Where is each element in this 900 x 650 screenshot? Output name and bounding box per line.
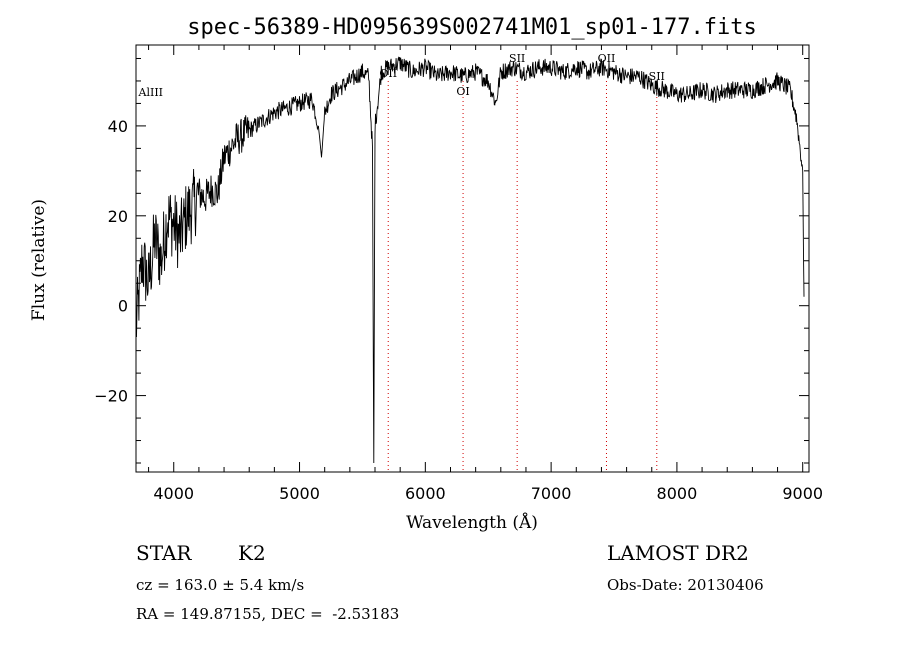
- object-class: STAR: [136, 541, 192, 565]
- x-tick-label: 8000: [657, 484, 698, 503]
- x-axis-label: Wavelength (Å): [406, 512, 538, 533]
- observation-date: Obs-Date: 20130406: [607, 576, 764, 594]
- line-marker-label: AlIII: [138, 86, 164, 99]
- object-subclass: K2: [238, 541, 266, 565]
- x-tick-label: 7000: [531, 484, 572, 503]
- y-tick-label: 40: [108, 117, 128, 136]
- line-marker-label: OII: [598, 52, 616, 65]
- plot-frame: [135, 44, 810, 473]
- line-marker-label: SII: [649, 70, 665, 83]
- redshift-velocity: cz = 163.0 ± 5.4 km/s: [136, 576, 305, 594]
- plot-area: 4000 5000 6000 7000 8000 9000 −20 0 20 40 AlIII OII…: [94, 44, 823, 503]
- line-marker-label: SII: [509, 52, 525, 65]
- survey-name: LAMOST DR2: [607, 541, 749, 565]
- x-tick-label: 6000: [405, 484, 446, 503]
- y-tick-label: −20: [94, 387, 128, 406]
- y-tick-label: 0: [118, 297, 128, 316]
- x-tick-label: 9000: [782, 484, 823, 503]
- coordinates: RA = 149.87155, DEC = -2.53183: [136, 605, 400, 623]
- x-tick-label: 5000: [279, 484, 320, 503]
- x-tick-label: 4000: [153, 484, 194, 503]
- chart-title: spec-56389-HD095639S002741M01_sp01-177.f…: [187, 15, 757, 40]
- y-axis-label: Flux (relative): [29, 199, 49, 321]
- line-marker-label: OI: [456, 85, 469, 98]
- y-tick-label: 20: [108, 207, 128, 226]
- spectrum-line: [135, 56, 805, 464]
